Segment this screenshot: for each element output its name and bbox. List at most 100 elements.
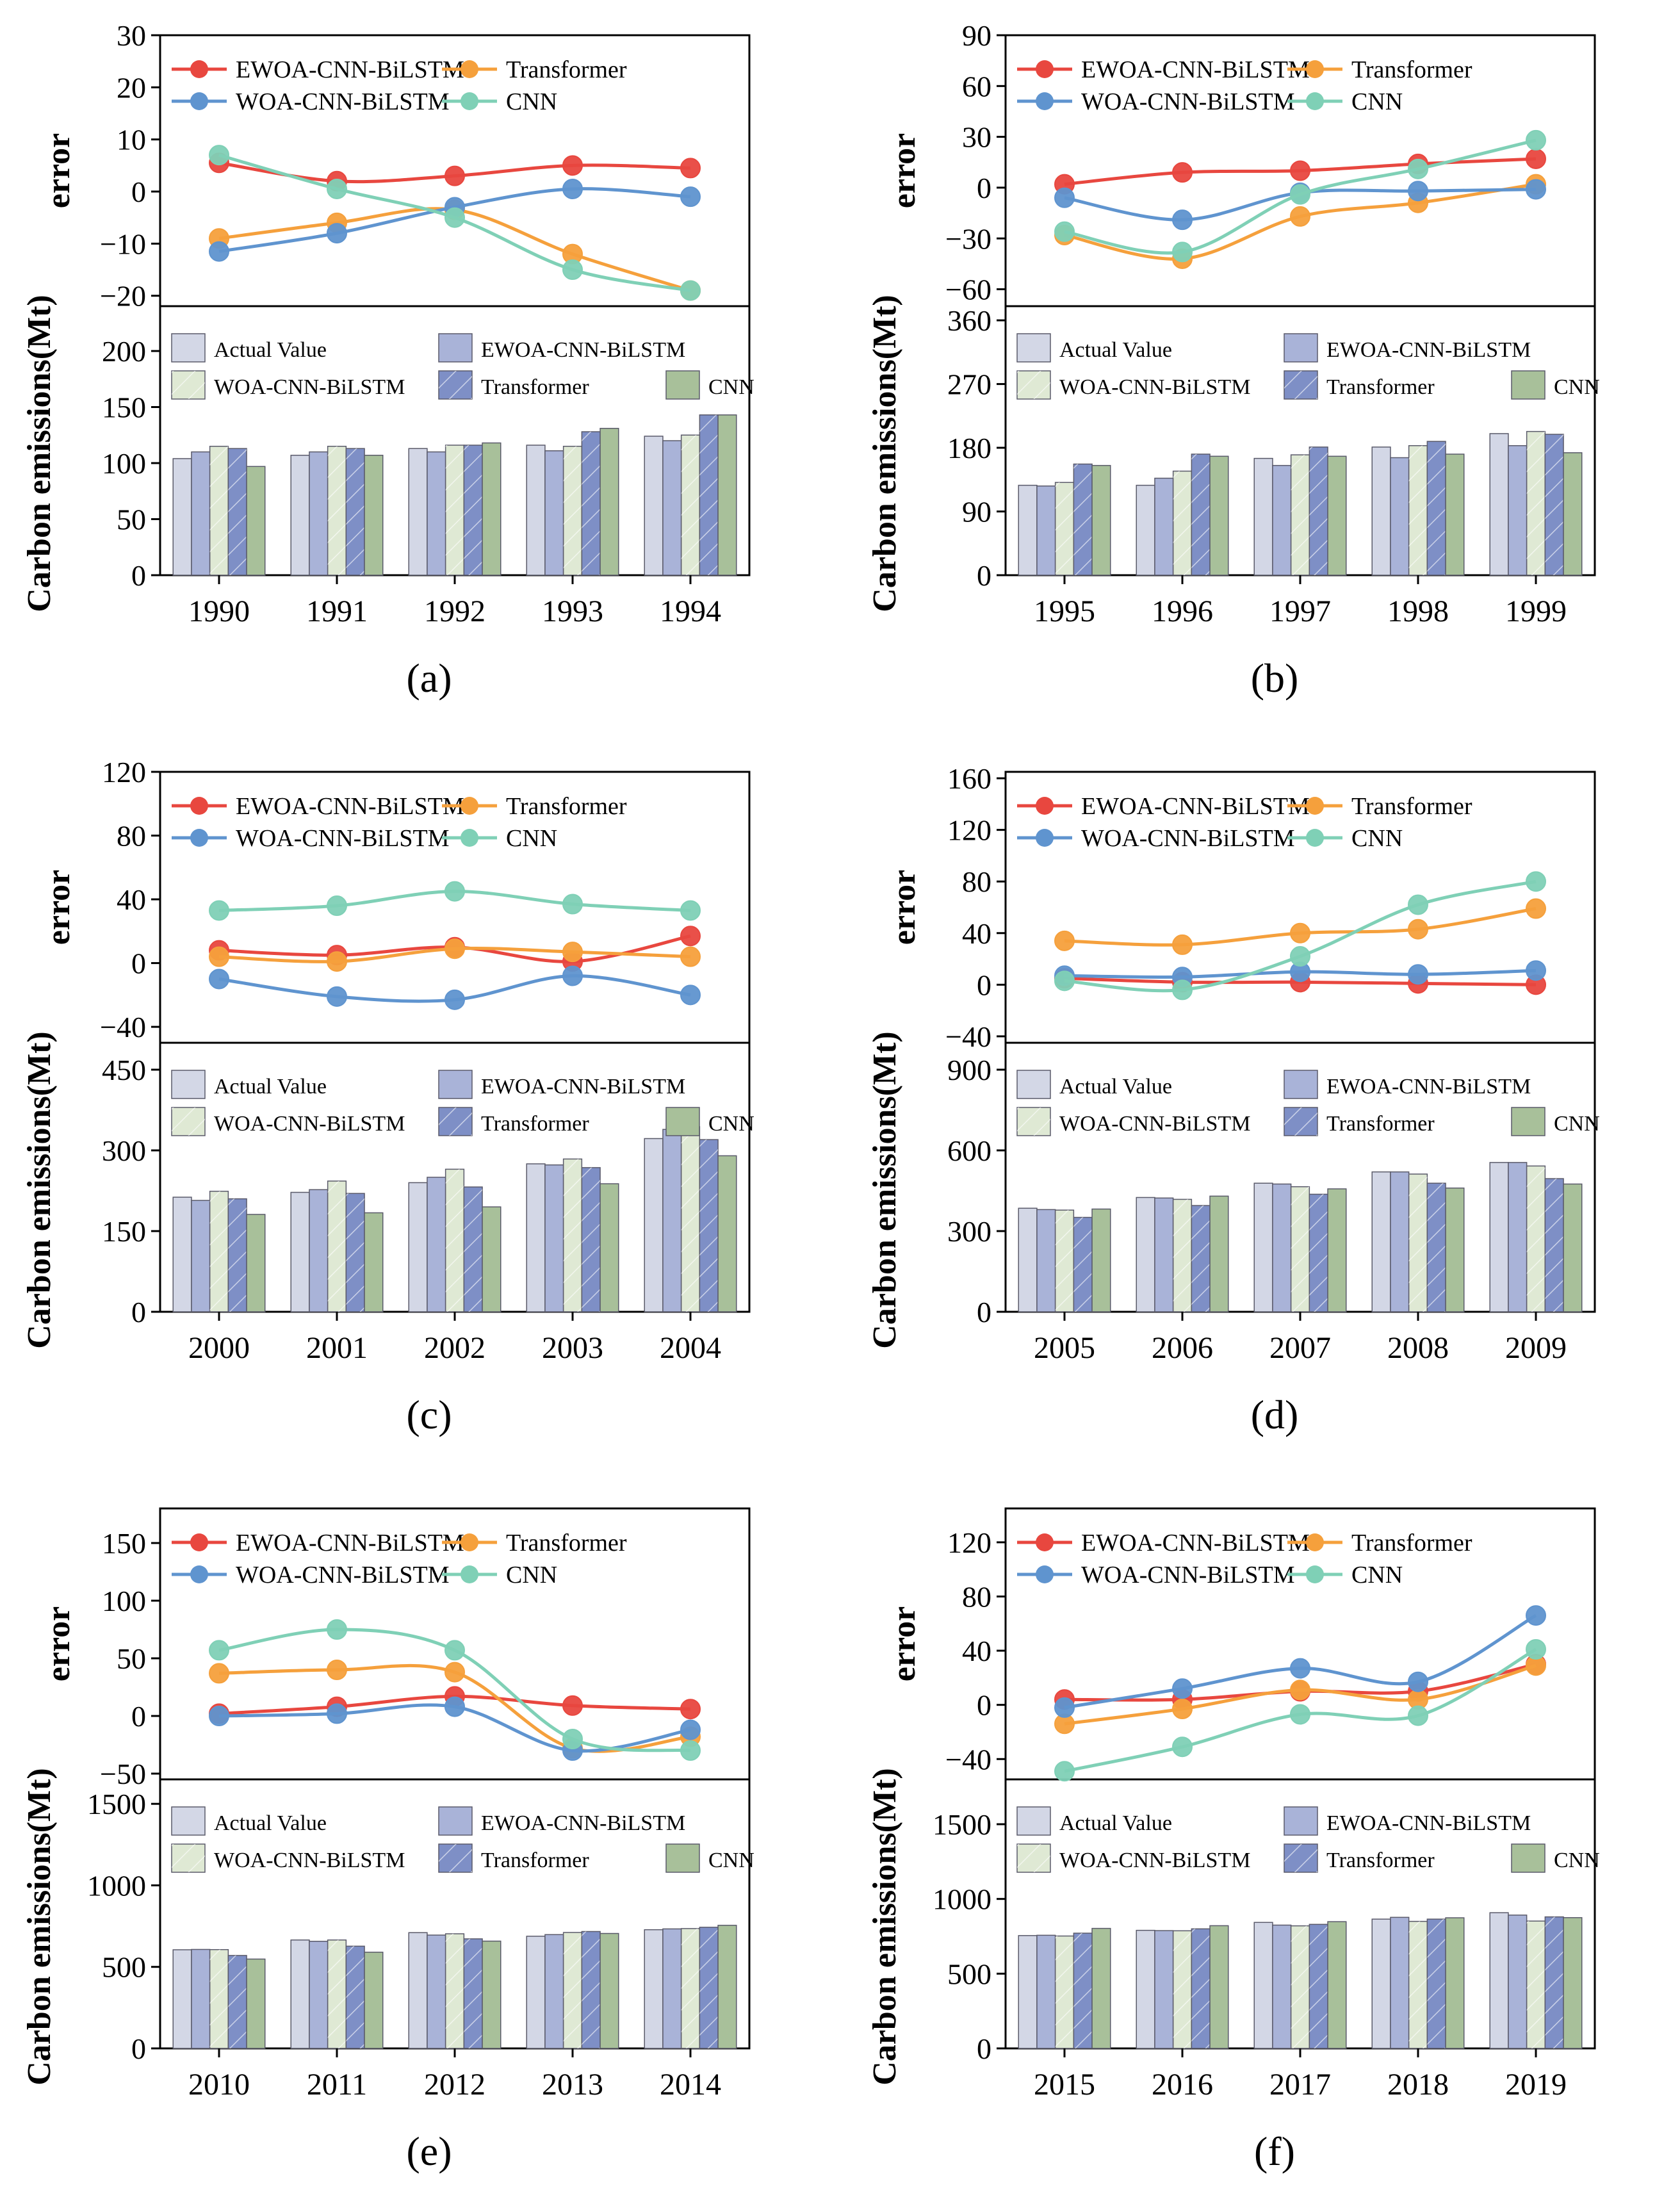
bar-y-axis-label: Carbon emissions(Mt) <box>21 1031 58 1348</box>
bar-cnn <box>717 1925 737 2049</box>
bar-hatch <box>1309 446 1328 575</box>
point-woa-cnn-bilstm <box>444 1696 465 1717</box>
x-tick-label: 2002 <box>424 1331 485 1365</box>
point-ewoa-cnn-bilstm <box>680 158 701 179</box>
legend-bar-swatch <box>1284 1806 1318 1836</box>
error-y-tick-label: 40 <box>962 917 991 950</box>
bar-y-tick-label: 600 <box>947 1134 991 1167</box>
bar-hatch <box>1191 454 1211 575</box>
panel-label: (a) <box>406 655 452 701</box>
bar-y-tick-label: 1000 <box>87 1869 146 1902</box>
error-y-tick-label: 30 <box>962 121 991 154</box>
bar-cnn <box>364 1952 384 2049</box>
point-cnn <box>209 1640 229 1661</box>
legend-bar-label: EWOA-CNN-BiLSTM <box>481 1075 685 1098</box>
point-transformer <box>327 1660 347 1680</box>
bar-hatch <box>1055 482 1074 575</box>
bar-hatch <box>563 446 582 575</box>
bar-hatch <box>1173 471 1192 575</box>
legend-bar-swatch <box>171 1070 206 1099</box>
x-tick-label: 2004 <box>660 1331 721 1365</box>
bar-hatch <box>1427 441 1446 575</box>
bar-hatch <box>1427 1183 1446 1312</box>
legend-label: Transformer <box>1351 793 1472 820</box>
bar-hatch <box>209 446 229 575</box>
legend-marker <box>1306 92 1324 110</box>
bar-y-axis-label: Carbon emissions(Mt) <box>21 295 58 612</box>
bar-ewoa-cnn-bilstm <box>427 451 446 576</box>
error-y-tick-label: 10 <box>117 124 146 156</box>
error-y-axis-label: error <box>886 870 922 945</box>
legend-marker <box>461 92 478 110</box>
bar-cnn <box>246 466 266 576</box>
chart-svg: 120 80 40 0 −40 error EWOA-CNN-BiLSTM Transform… <box>21 756 754 1437</box>
legend-bar-label: CNN <box>1554 1112 1600 1136</box>
legend-marker <box>1036 1533 1054 1551</box>
chart-svg: 90 60 30 0 −30 −60 error EWOA-CNN-BiLSTM Transfo… <box>867 19 1600 701</box>
legend-marker <box>190 92 208 110</box>
point-transformer <box>1172 1699 1193 1720</box>
legend-bar-label: CNN <box>708 1849 754 1872</box>
bar-y-tick-label: 0 <box>977 2032 991 2065</box>
point-cnn <box>1054 221 1075 242</box>
legend-marker <box>1306 829 1324 847</box>
x-tick-label: 1992 <box>424 594 485 628</box>
bar-actual-value <box>408 1932 428 2049</box>
bar-hatch <box>1055 1936 1074 2048</box>
point-woa-cnn-bilstm <box>562 965 583 986</box>
bar-y-tick-label: 1500 <box>933 1808 991 1841</box>
legend-bar-swatch <box>665 370 700 400</box>
point-transformer <box>562 942 583 963</box>
bar-cnn <box>1327 455 1347 576</box>
error-y-tick-label: −40 <box>100 1011 146 1043</box>
bar-cnn <box>599 428 619 576</box>
error-y-tick-label: 120 <box>947 1526 991 1559</box>
bar-cnn <box>1445 1917 1465 2049</box>
error-y-tick-label: 80 <box>117 820 146 853</box>
legend-bar-label: Transformer <box>1326 375 1435 399</box>
legend-hatch <box>439 1107 472 1136</box>
bar-y-tick-label: 1500 <box>87 1788 146 1820</box>
x-tick-label: 2014 <box>660 2068 721 2102</box>
bar-hatch <box>464 1938 483 2048</box>
bar-ewoa-cnn-bilstm <box>191 1200 211 1312</box>
x-tick-label: 1993 <box>542 594 603 628</box>
panel-a: 30 20 10 0 −10 −20 error EWOA-CNN-BiLSTM Transfo… <box>0 0 794 724</box>
bar-cnn <box>717 1155 737 1312</box>
point-cnn <box>1526 1638 1546 1660</box>
bar-y-tick-label: 270 <box>947 368 991 401</box>
panel-e: 150 100 50 0 −50 error EWOA-CNN-BiLSTM Transfor… <box>0 1473 794 2197</box>
point-cnn <box>1290 946 1310 967</box>
legend-label: CNN <box>1351 1562 1403 1589</box>
legend-hatch <box>439 371 472 399</box>
bar-cnn <box>364 455 384 576</box>
bar-ewoa-cnn-bilstm <box>1154 1930 1174 2049</box>
point-ewoa-cnn-bilstm <box>562 155 583 176</box>
point-ewoa-cnn-bilstm <box>680 1699 701 1720</box>
bar-hatch <box>1545 1179 1564 1312</box>
point-cnn <box>680 280 701 301</box>
point-cnn <box>562 894 583 915</box>
bar-hatch <box>327 446 347 575</box>
bar-ewoa-cnn-bilstm <box>427 1934 446 2049</box>
point-ewoa-cnn-bilstm <box>1290 160 1310 181</box>
legend-bar-swatch <box>1511 1107 1545 1136</box>
error-y-tick-label: 120 <box>102 756 146 788</box>
legend-marker <box>461 829 478 847</box>
bar-cnn <box>1445 1188 1465 1312</box>
bar-actual-value <box>1371 1918 1391 2049</box>
error-y-axis-label: error <box>40 133 77 208</box>
legend-marker <box>1306 60 1324 78</box>
point-cnn <box>1526 129 1546 151</box>
error-y-tick-label: 40 <box>962 1635 991 1667</box>
legend-hatch <box>172 1107 205 1136</box>
point-woa-cnn-bilstm <box>209 968 229 990</box>
bar-actual-value <box>1136 1929 1155 2049</box>
bar-hatch <box>1291 1925 1310 2048</box>
bar-hatch <box>346 448 365 575</box>
legend-bar-label: Transformer <box>481 1112 589 1136</box>
bar-actual-value <box>644 436 664 576</box>
bar-cnn <box>482 1206 502 1312</box>
bar-hatch <box>1055 1210 1074 1312</box>
